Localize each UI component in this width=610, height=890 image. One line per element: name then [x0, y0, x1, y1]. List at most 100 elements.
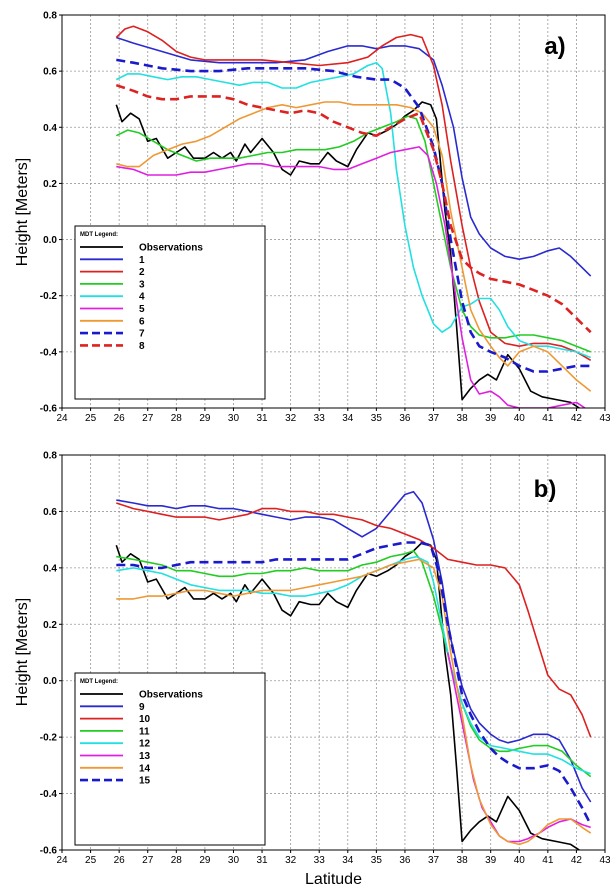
x-tick-label: 42 [571, 413, 583, 424]
x-tick-label: 26 [114, 413, 126, 424]
x-tick-label: 42 [571, 855, 583, 866]
x-tick-label: 33 [314, 413, 326, 424]
x-tick-label: 34 [342, 855, 354, 866]
x-tick-label: 35 [371, 413, 383, 424]
legend-label-2: 2 [139, 267, 145, 278]
x-tick-label: 41 [542, 413, 554, 424]
series-line-3 [115, 115, 591, 353]
x-tick-label: 30 [228, 855, 240, 866]
x-tick-label: 34 [342, 413, 354, 424]
series-line-5 [116, 146, 586, 408]
y-axis-label: Height [Meters] [14, 158, 31, 266]
legend-title: MDT Legend: [80, 232, 118, 238]
series-line-8 [115, 83, 592, 334]
x-tick-label: 40 [514, 855, 526, 866]
x-tick-label: 39 [485, 855, 497, 866]
series-line-1 [116, 36, 592, 277]
legend-box [74, 225, 266, 400]
x-tick-label: 35 [371, 855, 383, 866]
y-tick-label: 0.8 [43, 451, 57, 462]
x-tick-label: 37 [428, 413, 440, 424]
x-tick-label: 36 [399, 855, 411, 866]
legend-label-10: 10 [139, 714, 151, 725]
series-line-observations [115, 101, 580, 408]
y-tick-label: 0.4 [43, 563, 57, 574]
x-tick-label: 29 [199, 855, 211, 866]
y-tick-label: -0.6 [40, 846, 58, 857]
series-line-observations [115, 541, 580, 850]
series-group [115, 490, 592, 850]
legend-label-3: 3 [139, 279, 145, 290]
x-tick-label: 31 [256, 413, 268, 424]
series-line-4 [115, 61, 591, 359]
y-tick-label: 0.2 [43, 620, 57, 631]
x-tick-label: 40 [514, 413, 526, 424]
legend-label-13: 13 [139, 751, 151, 762]
y-tick-label: -0.6 [40, 404, 58, 415]
legend-label-6: 6 [139, 316, 145, 327]
y-axis-label: Height [Meters] [14, 598, 31, 706]
y-tick-label: 0.6 [43, 67, 57, 78]
x-tick-label: 26 [114, 855, 126, 866]
x-tick-label: 31 [256, 855, 268, 866]
x-tick-label: 27 [142, 855, 154, 866]
x-tick-label: 43 [599, 413, 610, 424]
legend-label-11: 11 [139, 726, 150, 737]
y-tick-label: 0.2 [43, 179, 57, 190]
y-tick-label: 0.4 [43, 123, 57, 134]
x-tick-label: 24 [56, 855, 68, 866]
series-group [115, 25, 592, 408]
legend-box [74, 672, 266, 846]
x-tick-label: 25 [85, 413, 97, 424]
x-tick-label: 37 [428, 855, 440, 866]
legend-label-8: 8 [139, 341, 145, 352]
x-tick-label: 27 [142, 413, 154, 424]
series-line-14 [116, 558, 592, 846]
x-tick-label: 24 [56, 413, 68, 424]
chart-panel-a: 24 25 26 27 28 29 30 31 32 33 34 35 36 37 38 39 40 41 42 43… [14, 11, 610, 425]
x-axis-label: Latitude [305, 871, 362, 888]
legend-label-4: 4 [139, 292, 145, 303]
legend-label-5: 5 [139, 304, 145, 315]
chart-panel-b: 24 25 26 27 28 29 30 31 32 33 34 35 36 37 38 39 40 41 42 43… [14, 451, 610, 889]
legend-label-7: 7 [139, 329, 145, 340]
y-tick-label: 0.0 [43, 235, 57, 246]
x-tick-label: 36 [399, 413, 411, 424]
legend-label-observations: Observations [139, 243, 203, 254]
series-line-10 [116, 502, 592, 738]
axes-frame [61, 454, 606, 851]
y-tick-label: 0.6 [43, 507, 57, 518]
x-tick-label: 25 [85, 855, 97, 866]
axes-frame [61, 14, 606, 409]
x-tick-label: 28 [171, 855, 183, 866]
x-tick-label: 38 [457, 855, 469, 866]
x-tick-label: 32 [285, 413, 297, 424]
legend-label-12: 12 [139, 739, 151, 750]
panel-label: a) [544, 33, 565, 60]
y-tick-label: -0.4 [40, 789, 58, 800]
legend-label-14: 14 [139, 763, 151, 774]
y-tick-label: 0.8 [43, 11, 57, 22]
legend-title: MDT Legend: [80, 679, 118, 685]
legend-label-observations: Observations [139, 690, 203, 701]
series-line-15 [116, 541, 592, 826]
series-line-9 [116, 490, 592, 803]
y-tick-label: -0.2 [40, 291, 58, 302]
y-tick-label: 0.0 [43, 676, 57, 687]
x-tick-label: 32 [285, 855, 297, 866]
series-line-11 [116, 550, 592, 778]
x-tick-label: 43 [599, 855, 610, 866]
x-tick-label: 28 [171, 413, 183, 424]
series-line-7 [116, 58, 591, 373]
series-line-6 [116, 101, 592, 392]
panel-label: b) [534, 476, 557, 503]
x-tick-label: 29 [199, 413, 211, 424]
x-tick-label: 41 [542, 855, 554, 866]
x-tick-label: 30 [228, 413, 240, 424]
series-line-2 [115, 25, 592, 361]
x-tick-label: 33 [314, 855, 326, 866]
legend-label-1: 1 [139, 255, 145, 266]
